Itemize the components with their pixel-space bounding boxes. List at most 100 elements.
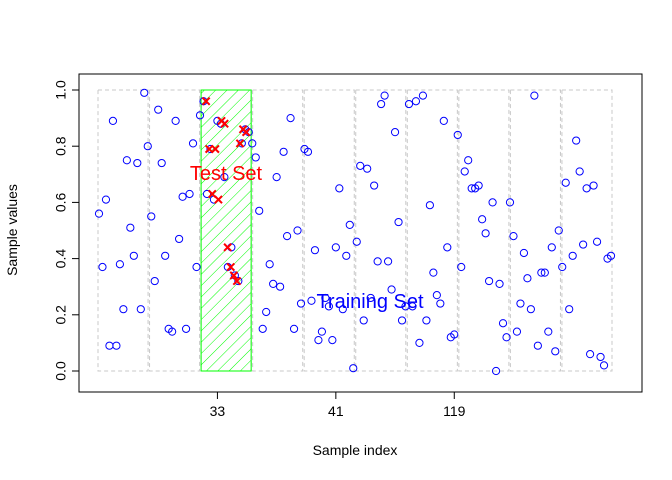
training-point bbox=[457, 262, 466, 272]
training-point bbox=[289, 324, 299, 333]
training-point bbox=[502, 333, 511, 342]
training-point bbox=[568, 251, 577, 260]
fold-box bbox=[97, 89, 149, 372]
training-point bbox=[168, 327, 177, 336]
training-point bbox=[432, 291, 441, 300]
training-point bbox=[324, 302, 333, 311]
y-tick-label: 0.2 bbox=[53, 305, 69, 325]
x-tick-label: 119 bbox=[443, 403, 466, 419]
training-point bbox=[481, 229, 490, 238]
training-point bbox=[404, 99, 414, 109]
training-point bbox=[526, 305, 535, 314]
test-point bbox=[229, 271, 239, 280]
training-point bbox=[418, 91, 428, 100]
training-point bbox=[523, 274, 532, 283]
training-point bbox=[126, 223, 135, 232]
training-point bbox=[282, 232, 292, 241]
y-tick-label: 0.0 bbox=[53, 361, 69, 381]
training-point bbox=[188, 139, 198, 148]
training-point bbox=[296, 299, 306, 308]
training-point bbox=[108, 116, 118, 126]
training-point bbox=[596, 352, 605, 362]
training-point bbox=[464, 156, 473, 165]
training-point bbox=[544, 327, 553, 336]
training-point bbox=[366, 293, 375, 303]
training-point bbox=[276, 282, 285, 291]
training-point bbox=[540, 268, 549, 277]
test-point bbox=[235, 139, 245, 148]
training-point bbox=[342, 251, 351, 260]
training-point bbox=[387, 285, 396, 294]
training-point bbox=[269, 279, 278, 288]
training-point bbox=[262, 307, 271, 317]
training-point bbox=[352, 237, 361, 246]
training-point bbox=[422, 316, 431, 325]
training-point bbox=[279, 147, 288, 156]
training-point bbox=[363, 164, 372, 173]
training-point bbox=[345, 220, 354, 229]
fold-box bbox=[149, 89, 201, 372]
training-point bbox=[415, 338, 424, 347]
training-point bbox=[119, 305, 128, 314]
training-point bbox=[488, 198, 497, 207]
training-point bbox=[394, 217, 403, 227]
test-fold-box bbox=[200, 89, 252, 372]
training-point bbox=[558, 262, 567, 272]
training-point bbox=[314, 335, 323, 345]
training-point bbox=[112, 341, 121, 350]
training-point bbox=[286, 114, 295, 123]
training-point bbox=[530, 91, 539, 100]
training-point bbox=[293, 226, 302, 235]
training-point bbox=[439, 116, 448, 126]
training-point bbox=[505, 198, 515, 207]
training-point bbox=[370, 181, 379, 190]
test-point bbox=[220, 119, 229, 129]
training-set-label: Training Set bbox=[316, 291, 424, 313]
training-point bbox=[98, 262, 107, 272]
training-point bbox=[258, 324, 267, 333]
training-point bbox=[450, 330, 459, 339]
training-point bbox=[491, 366, 501, 376]
training-point bbox=[561, 178, 570, 187]
training-point bbox=[136, 305, 145, 314]
training-point bbox=[474, 181, 483, 190]
test-point bbox=[201, 96, 211, 106]
training-point bbox=[272, 173, 281, 182]
training-point bbox=[140, 88, 149, 97]
training-point bbox=[582, 184, 591, 193]
test-set-label: Test Set bbox=[190, 163, 263, 185]
training-point bbox=[425, 201, 434, 210]
fold-box bbox=[406, 89, 458, 372]
training-point bbox=[512, 327, 522, 336]
training-point bbox=[321, 293, 330, 303]
training-point bbox=[551, 347, 560, 356]
training-point bbox=[115, 260, 124, 269]
training-point bbox=[537, 268, 546, 277]
training-point bbox=[484, 276, 494, 286]
training-point bbox=[429, 268, 438, 277]
fold-box bbox=[303, 89, 355, 372]
training-point bbox=[516, 299, 525, 308]
training-point bbox=[575, 167, 584, 176]
training-point bbox=[175, 234, 184, 244]
test-point bbox=[226, 262, 236, 272]
training-point bbox=[498, 319, 508, 328]
training-point bbox=[589, 181, 598, 190]
y-axis-title: Sample values bbox=[4, 184, 20, 276]
training-point bbox=[599, 361, 609, 370]
training-point bbox=[237, 139, 246, 148]
fold-box bbox=[252, 89, 304, 372]
y-tick-label: 1.0 bbox=[53, 80, 69, 100]
fold-box bbox=[355, 89, 407, 372]
training-point bbox=[478, 215, 487, 224]
training-point bbox=[317, 327, 327, 336]
training-point bbox=[307, 296, 316, 305]
y-axis: 0.0 0.2 0.4 0.6 0.8 1.0 bbox=[53, 80, 80, 381]
training-point bbox=[94, 209, 104, 218]
training-point bbox=[554, 226, 563, 235]
training-point bbox=[328, 335, 337, 345]
training-point bbox=[220, 173, 229, 182]
training-point bbox=[150, 276, 159, 286]
test-point bbox=[211, 144, 220, 154]
